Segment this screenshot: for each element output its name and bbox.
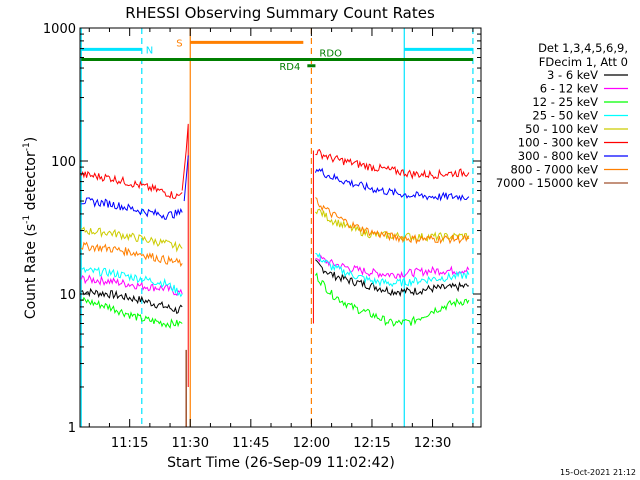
legend-label: 50 - 100 keV [525, 122, 598, 136]
series-line [315, 208, 470, 243]
series-line [80, 241, 183, 268]
series-line [80, 266, 183, 298]
series-line [81, 197, 183, 220]
series-line [80, 170, 183, 200]
legend-label: 6 - 12 keV [540, 82, 598, 96]
y-axis-label-main: Count Rate (s [23, 224, 39, 319]
plot-frame [79, 27, 482, 428]
x-axis-label: Start Time (26-Sep-09 11:02:42) [167, 455, 395, 471]
legend-label: 25 - 50 keV [532, 109, 598, 123]
background-indicators: N S RDO RD4 [80, 28, 474, 427]
series-line [81, 226, 183, 253]
legend-label: 3 - 6 keV [547, 68, 598, 82]
series-line [80, 274, 183, 297]
legend-label: 7000 - 15000 keV [496, 176, 598, 190]
footer-date: 15-Oct-2021 21:12 [560, 468, 636, 477]
series-line [315, 252, 470, 288]
y-tick-label: 1 [68, 421, 76, 436]
series-line [81, 287, 183, 315]
y-axis-label-sup2: -1 [22, 142, 32, 151]
x-tick-label: 11:45 [232, 436, 269, 451]
legend-label: 100 - 300 keV [518, 136, 598, 150]
x-tick-label: 12:15 [353, 436, 390, 451]
flare-spike-line [181, 123, 189, 387]
flare-spike-line [183, 155, 189, 202]
saa-label: S [176, 38, 182, 49]
legend-title-1: Det 1,3,4,5,6,9, [538, 41, 628, 55]
series-line [315, 197, 470, 245]
y-axis-label-tail: detector [23, 151, 39, 215]
series-line [315, 259, 469, 298]
legend-title-2: FDecim 1, Att 0 [539, 55, 628, 69]
y-axis: 1 10 100 1000 [43, 22, 481, 436]
x-tick-label: 12:30 [414, 436, 451, 451]
x-axis: 11:15 11:30 11:45 12:00 12:15 12:30 [88, 28, 474, 451]
series-line [314, 272, 470, 327]
legend-label: 300 - 800 keV [518, 149, 598, 163]
rd4-label: RD4 [279, 62, 300, 73]
legend-label: 12 - 25 keV [532, 95, 598, 109]
series-group [80, 123, 470, 427]
chart-title: RHESSI Observing Summary Count Rates [125, 4, 435, 22]
y-axis-label-end: ) [23, 137, 39, 142]
y-axis-label-sup: -1 [22, 215, 32, 224]
legend-label: 800 - 7000 keV [510, 163, 598, 177]
x-tick-label: 12:00 [293, 436, 330, 451]
series-line [314, 167, 470, 202]
y-tick-label: 1000 [43, 22, 76, 37]
series-line [81, 296, 183, 329]
y-tick-label: 100 [51, 155, 76, 170]
night-label: N [146, 45, 153, 56]
x-tick-label: 11:15 [111, 436, 148, 451]
series-line [315, 149, 470, 180]
y-tick-label: 10 [59, 288, 76, 303]
x-tick-label: 11:30 [172, 436, 209, 451]
rdo-label: RDO [319, 48, 342, 59]
y-axis-label: Count Rate (s-1 detector-1) [22, 137, 39, 319]
